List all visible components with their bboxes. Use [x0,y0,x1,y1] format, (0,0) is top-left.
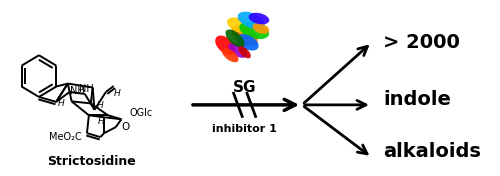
Ellipse shape [227,17,252,34]
Ellipse shape [248,13,270,24]
Text: Strictosidine: Strictosidine [47,155,136,168]
Text: alkaloids: alkaloids [384,142,481,161]
Ellipse shape [222,48,238,62]
Text: MeO₂C: MeO₂C [50,132,82,142]
Text: inhibitor 1: inhibitor 1 [212,124,277,134]
Ellipse shape [226,30,244,47]
Ellipse shape [239,22,269,39]
Ellipse shape [236,34,258,51]
Text: SG: SG [233,80,256,96]
Ellipse shape [228,43,248,58]
Ellipse shape [215,36,236,55]
Text: H: H [58,99,65,108]
Text: H: H [98,117,104,126]
Text: > 2000: > 2000 [384,33,460,52]
Text: OGlc: OGlc [129,108,152,118]
Ellipse shape [238,12,265,29]
Text: H: H [114,89,120,98]
Ellipse shape [252,23,269,34]
Ellipse shape [232,25,258,46]
Text: indole: indole [384,90,451,109]
Text: H: H [96,101,103,110]
Text: O: O [122,122,130,132]
Text: NH: NH [70,86,84,96]
Ellipse shape [238,46,251,58]
Text: NH: NH [80,84,94,94]
